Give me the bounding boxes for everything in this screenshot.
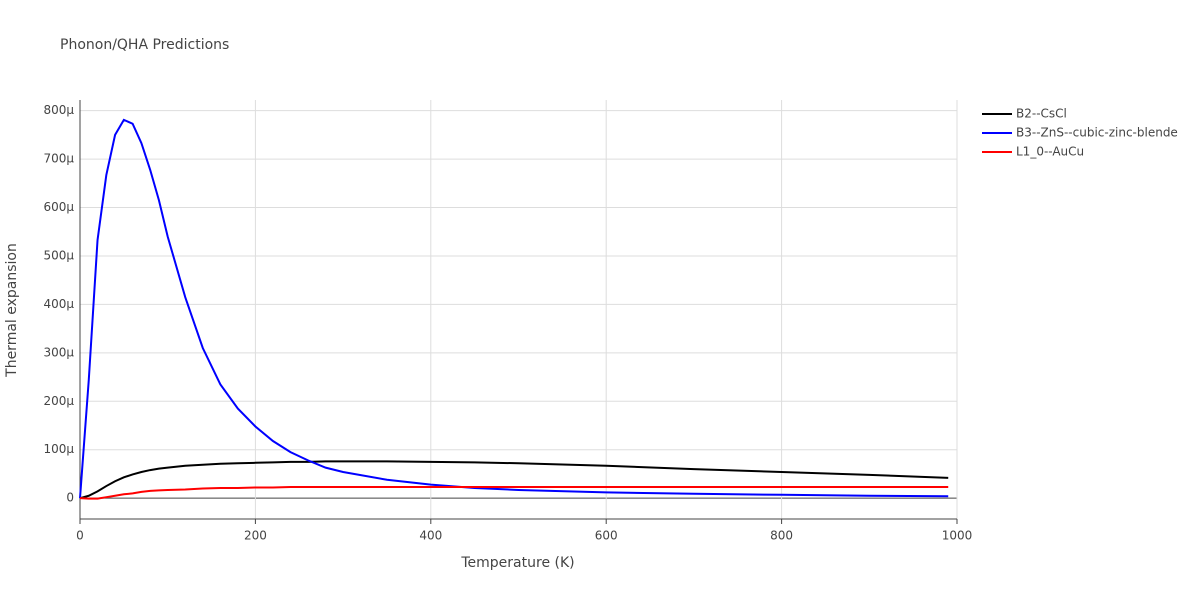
legend-label: L1_0--AuCu (1016, 145, 1084, 159)
x-tick-label: 400 (419, 529, 442, 543)
x-tick-label: 600 (595, 529, 618, 543)
y-tick-label: 600μ (43, 200, 74, 214)
y-tick-label: 700μ (43, 152, 74, 166)
legend-label: B3--ZnS--cubic-zinc-blende (1016, 126, 1178, 140)
series-line (79, 460, 949, 500)
series-line (79, 118, 949, 499)
chart-title: Phonon/QHA Predictions (60, 37, 229, 53)
x-tick-label: 200 (244, 529, 267, 543)
y-tick-label: 100μ (43, 442, 74, 456)
series-line (79, 486, 949, 500)
y-tick-label: 400μ (43, 297, 74, 311)
y-tick-label: 300μ (43, 345, 74, 359)
y-tick-label: 200μ (43, 394, 74, 408)
y-tick-label: 800μ (43, 103, 74, 117)
y-tick-label: 500μ (43, 248, 74, 262)
x-axis-title: Temperature (K) (460, 555, 574, 571)
legend-label: B2--CsCl (1016, 107, 1067, 121)
y-tick-label: 0 (66, 491, 74, 505)
x-tick-label: 800 (770, 529, 793, 543)
x-tick-label: 1000 (942, 529, 973, 543)
x-tick-label: 0 (76, 529, 84, 543)
y-axis-title: Thermal expansion (4, 243, 20, 378)
